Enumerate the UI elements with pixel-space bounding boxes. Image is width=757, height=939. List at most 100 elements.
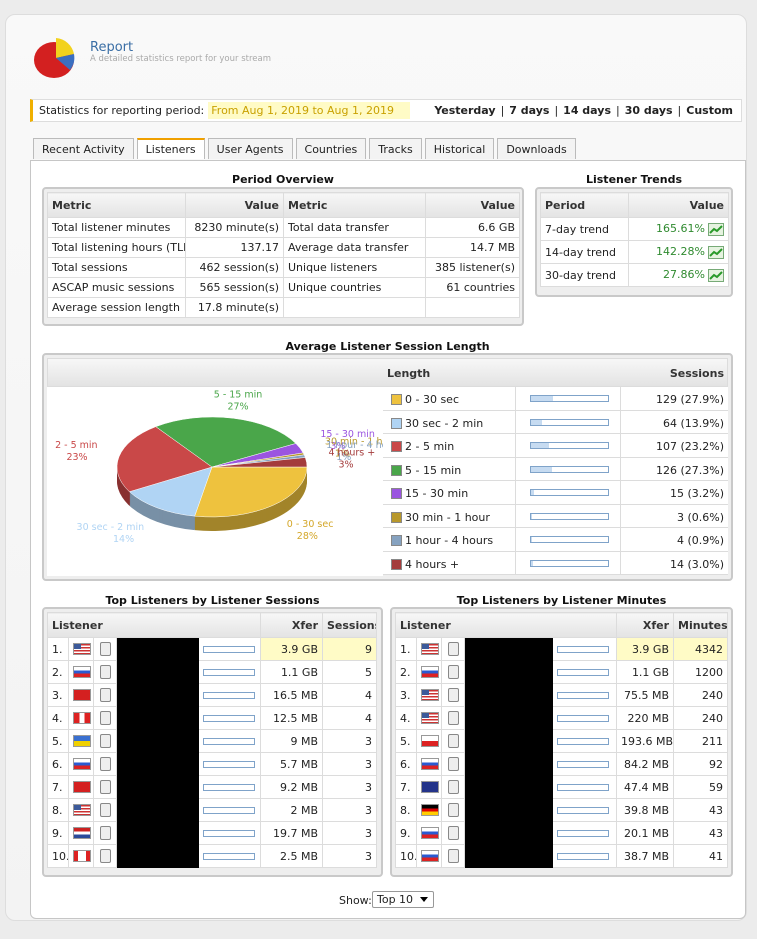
rank: 4. <box>47 706 69 730</box>
bar-cell <box>198 637 261 661</box>
tab[interactable]: Countries <box>295 138 367 159</box>
rank: 5. <box>47 729 69 753</box>
trend-icon <box>708 245 724 259</box>
column-header: Listener <box>47 612 261 638</box>
flag <box>73 781 91 793</box>
length-label: 4 hours + <box>405 557 460 571</box>
swatch <box>391 511 402 523</box>
rank: 3. <box>395 683 417 707</box>
flag <box>421 758 439 770</box>
table-box: Metric Value Metric Value Total listener min… <box>42 187 524 326</box>
tab[interactable]: Listeners <box>136 138 205 159</box>
row: Total sessions 462 session(s) Unique liste… <box>47 257 520 278</box>
flag-cell <box>68 844 94 868</box>
cell-divider <box>620 457 621 481</box>
player-icon <box>447 757 459 771</box>
pie-label: 1 hour - 4 hours <box>326 440 383 451</box>
pie-label: 15 - 30 min <box>320 429 375 440</box>
cell: Average session length <box>47 297 186 318</box>
cell: 142.28% <box>628 240 729 264</box>
listener-name-redacted <box>116 821 199 845</box>
player-icon <box>99 665 111 679</box>
pie-label: 2 - 5 min <box>55 440 98 451</box>
xfer: 2.5 MB <box>260 844 323 868</box>
bar-track <box>557 737 609 745</box>
bar-track <box>203 852 255 860</box>
icon-cell <box>93 637 117 661</box>
flag-cell <box>68 683 94 707</box>
sessions-value: 126 (27.3%) <box>655 463 724 477</box>
period-link[interactable]: Yesterday <box>434 104 496 117</box>
xfer: 39.8 MB <box>616 798 674 822</box>
xfer: 9 MB <box>260 729 323 753</box>
pie-percent: 14% <box>113 534 134 545</box>
listener-name-redacted <box>464 752 553 776</box>
rank: 2. <box>47 660 69 684</box>
bar-cell <box>198 683 261 707</box>
length-label: 15 - 30 min <box>405 487 469 500</box>
flag <box>73 689 91 701</box>
listener-name-redacted <box>464 775 553 799</box>
xfer: 16.5 MB <box>260 683 323 707</box>
icon-cell <box>441 752 465 776</box>
row: 9. 20.1 MB 43 <box>395 821 728 845</box>
flag-cell <box>416 683 442 707</box>
rank: 9. <box>47 821 69 845</box>
section-title: Top Listeners by Listener Minutes <box>456 594 667 607</box>
flag-cell <box>416 821 442 845</box>
pie-slice <box>128 466 213 517</box>
period-link[interactable]: Custom <box>686 104 733 117</box>
header-row: Period Value <box>540 192 729 218</box>
rank: 6. <box>395 752 417 776</box>
bar-fill <box>531 490 534 495</box>
player-icon <box>99 826 111 840</box>
page-size-select[interactable]: Top 10 <box>372 891 434 908</box>
listener-name-redacted <box>464 821 553 845</box>
flag <box>421 689 439 701</box>
bar-track <box>203 783 255 791</box>
sessions-value: 15 (3.2%) <box>669 487 724 500</box>
period-range: From Aug 1, 2019 to Aug 1, 2019 <box>208 102 410 119</box>
bar-cell <box>198 775 261 799</box>
trend-value: 165.61% <box>656 222 705 236</box>
tab[interactable]: Historical <box>424 138 495 159</box>
rank: 6. <box>47 752 69 776</box>
row: 30-day trend 27.86% <box>540 263 729 287</box>
listener-name-redacted <box>116 798 199 822</box>
row: Total listening hours (TLH) 137.17 Average… <box>47 237 520 258</box>
separator: | <box>500 104 505 117</box>
section-title: Top Listeners by Listener Sessions <box>105 594 320 607</box>
period-link[interactable]: 30 days <box>624 104 673 117</box>
player-icon <box>99 757 111 771</box>
row: 5. 193.6 MB 211 <box>395 729 728 753</box>
pie-slice <box>155 416 297 468</box>
flag-cell <box>416 706 442 730</box>
swatch <box>391 464 402 476</box>
count: 3 <box>322 844 377 868</box>
column-header: Xfer <box>616 612 674 638</box>
bar-cell <box>198 821 261 845</box>
rank: 4. <box>395 706 417 730</box>
bar-track <box>203 760 255 768</box>
row: 1. 3.9 GB 4342 <box>395 637 728 661</box>
sessions-value: 4 (0.9%) <box>676 534 724 547</box>
flag <box>73 666 91 678</box>
tab[interactable]: User Agents <box>207 138 293 159</box>
flag <box>73 735 91 747</box>
row: 7. 47.4 MB 59 <box>395 775 728 799</box>
cell <box>283 297 426 318</box>
bar-track <box>530 465 609 473</box>
tab[interactable]: Tracks <box>369 138 422 159</box>
cell-divider <box>620 387 621 411</box>
tab[interactable]: Downloads <box>497 138 576 159</box>
column-header: Metric <box>47 192 186 218</box>
icon-cell <box>441 683 465 707</box>
cell: Total sessions <box>47 257 186 278</box>
xfer: 1.1 GB <box>260 660 323 684</box>
period-link[interactable]: 14 days <box>563 104 611 117</box>
sessions-value: 107 (23.2%) <box>655 440 724 453</box>
flag <box>421 735 439 747</box>
data-table: Listener Xfer Sessions 1. 3.9 GB 9 2. 1.1 GB 5 3.… <box>47 612 377 868</box>
tab[interactable]: Recent Activity <box>33 138 134 159</box>
period-link[interactable]: 7 days <box>509 104 550 117</box>
